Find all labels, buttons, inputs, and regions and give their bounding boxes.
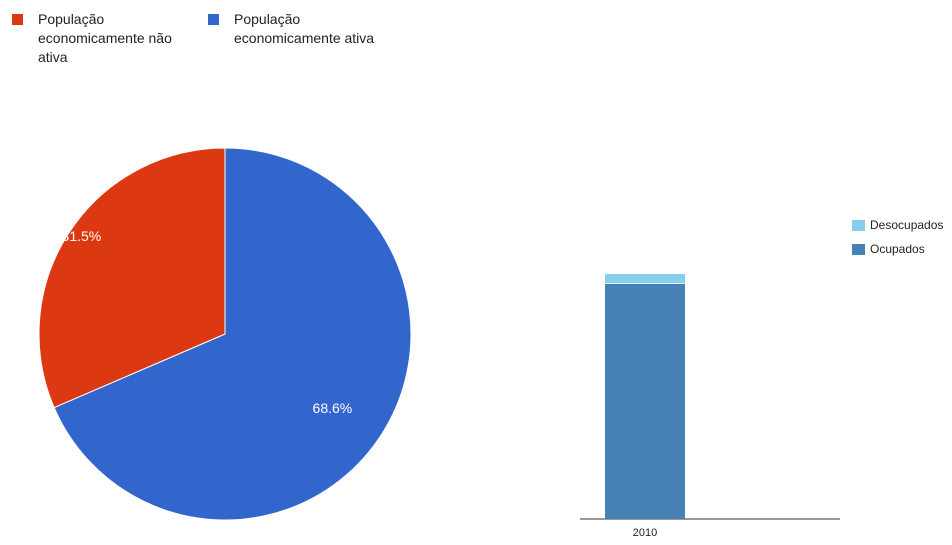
- bar-segment-desocupados: [605, 273, 685, 284]
- legend-swatch: [852, 244, 865, 255]
- legend-label: Ocupados: [870, 242, 925, 256]
- legend-label: População economicamente não ativa: [38, 11, 172, 65]
- legend-label: População economicamente ativa: [234, 11, 375, 46]
- pie-data-label: 31.5%: [62, 228, 102, 244]
- bar-segment-ocupados: [605, 283, 685, 519]
- pie-data-label: 68.6%: [313, 400, 353, 416]
- pie-slice: [53, 147, 412, 521]
- legend-swatch: [208, 14, 219, 25]
- x-tick-label: 2010: [633, 527, 657, 539]
- legend-swatch: [12, 14, 23, 25]
- legend-swatch: [852, 220, 865, 231]
- stacked-bar-chart: 2010: [580, 272, 840, 539]
- pie-legend: População economicamente não ativa Popul…: [0, 10, 460, 90]
- pie-slice: [38, 147, 226, 409]
- pie-chart: 68.6% 31.5%: [38, 147, 412, 521]
- legend-label: Desocupados: [870, 218, 944, 232]
